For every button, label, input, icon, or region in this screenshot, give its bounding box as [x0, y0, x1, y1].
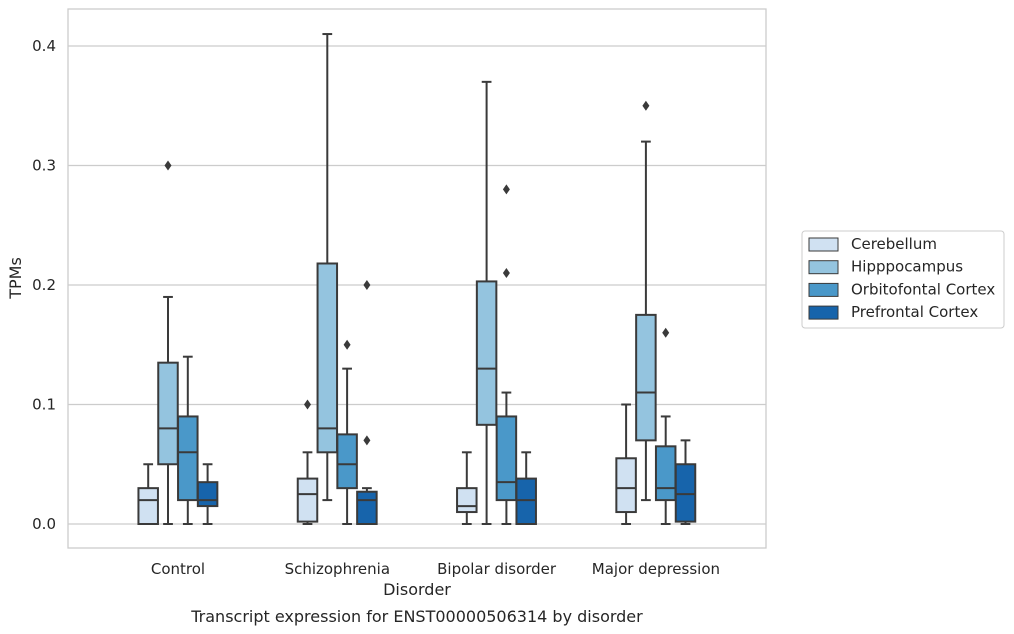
y-tick-label: 0.1: [32, 396, 56, 414]
box-group: [615, 403, 637, 525]
box-iqr: [615, 457, 637, 514]
box-group: [137, 463, 159, 525]
box-group: [495, 184, 518, 525]
legend-label: Hipppocampus: [851, 258, 963, 276]
x-tick-label: Major depression: [592, 560, 720, 578]
outlier-point: [304, 399, 311, 410]
outlier-point: [502, 268, 510, 279]
outlier-point: [662, 327, 670, 338]
box-iqr: [177, 415, 199, 502]
box-layer: [137, 33, 697, 525]
box-iqr: [635, 313, 657, 442]
box-group: [296, 399, 319, 525]
outlier-point: [642, 100, 650, 111]
legend-swatch: [808, 282, 839, 297]
y-tick-label: 0.2: [32, 276, 56, 294]
x-tick-label: Bipolar disorder: [437, 560, 557, 578]
x-tick-label: Control: [151, 560, 205, 578]
y-tick-label: 0.3: [32, 157, 56, 175]
box-group: [654, 327, 677, 525]
box-group: [196, 463, 219, 525]
outlier-point: [343, 339, 351, 350]
box-iqr: [137, 487, 159, 525]
box-group: [456, 451, 478, 525]
box-iqr: [336, 433, 358, 490]
y-tick-labels: 0.0 0.1 0.2 0.3 0.4: [32, 37, 56, 533]
outlier-point: [363, 435, 371, 446]
box-iqr: [157, 361, 179, 466]
box-iqr: [296, 477, 319, 523]
box-iqr: [654, 445, 677, 502]
x-tick-label: Schizophrenia: [285, 560, 390, 578]
box-iqr: [456, 487, 478, 514]
box-group: [475, 80, 498, 525]
legend-swatch: [808, 305, 839, 320]
legend-frame: [801, 230, 1005, 329]
chart-caption: Transcript expression for ENST0000050631…: [190, 607, 643, 626]
box-group: [356, 280, 378, 525]
box-group: [336, 339, 358, 525]
outlier-point: [502, 184, 510, 195]
box-group: [157, 160, 179, 525]
outlier-point: [164, 160, 172, 171]
box-group: [515, 451, 537, 525]
legend-swatch: [808, 237, 839, 252]
legend-label: Prefrontal Cortex: [851, 303, 978, 321]
box-group: [177, 355, 199, 525]
box-group: [674, 439, 697, 525]
y-tick-label: 0.4: [32, 37, 56, 55]
box-iqr: [475, 280, 498, 426]
legend: Cerebellum Hipppocampus Orbitofontal Corte…: [801, 230, 1005, 329]
legend-label: Cerebellum: [851, 235, 937, 253]
box-group: [635, 100, 657, 502]
x-axis-label: Disorder: [383, 580, 451, 599]
legend-label: Orbitofontal Cortex: [851, 280, 995, 298]
box-iqr: [316, 262, 339, 454]
x-tick-labels: Control Schizophrenia Bipolar disorder Majo…: [151, 560, 720, 578]
box-iqr: [356, 490, 378, 525]
box-iqr: [515, 477, 537, 525]
y-tick-label: 0.0: [32, 515, 56, 533]
y-axis-label: TPMs: [6, 257, 25, 300]
box-iqr: [674, 463, 697, 523]
box-iqr: [495, 415, 518, 502]
outlier-point: [363, 280, 371, 290]
plot-area-frame: [67, 8, 767, 549]
legend-swatch: [808, 260, 839, 275]
box-iqr: [196, 481, 219, 508]
box-group: [316, 33, 339, 502]
legend-items: Cerebellum Hipppocampus Orbitofontal Corte…: [808, 235, 995, 321]
